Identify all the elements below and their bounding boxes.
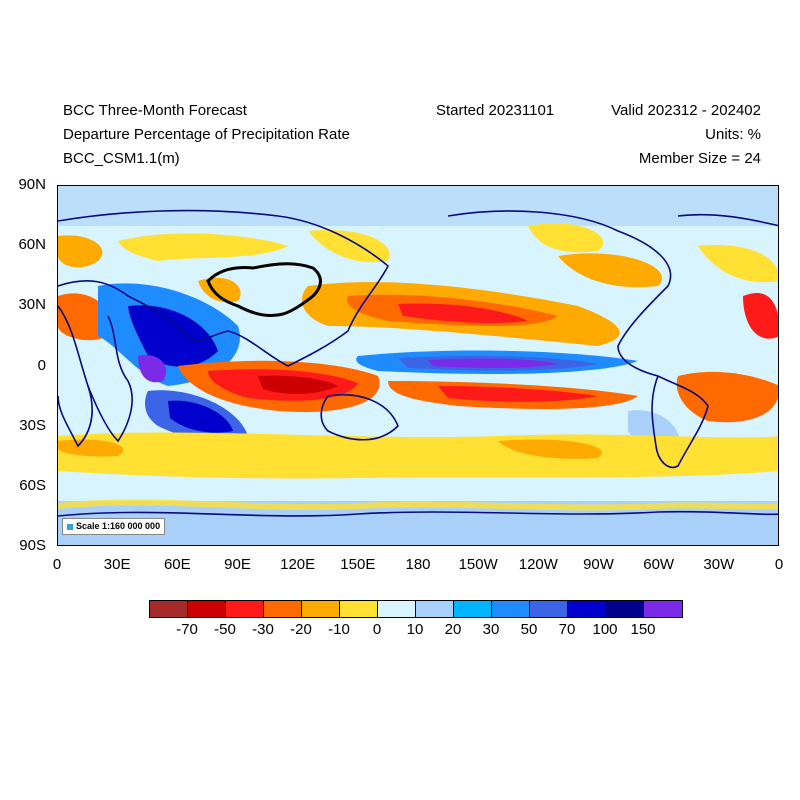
colorbar-label: 70 (558, 621, 576, 638)
field-dry-siberia (308, 230, 390, 263)
lon-label: 0 (774, 556, 784, 573)
lat-label: 90N (18, 176, 46, 193)
colorbar-label: 30 (482, 621, 500, 638)
lon-label: 120E (280, 556, 316, 573)
colorbar-swatch (340, 601, 378, 617)
lat-label: 60S (19, 476, 46, 494)
member-size-label: Member Size = 24 (638, 150, 761, 167)
colorbar-label: 0 (372, 621, 382, 638)
china-border (206, 262, 322, 318)
field-dry-so-west (58, 439, 124, 457)
precipitation-anomaly-map (57, 185, 779, 546)
model-label: BCC_CSM1.1(m) (63, 150, 180, 167)
field-dry-so-pacific (498, 439, 602, 459)
colorbar-swatch (416, 601, 454, 617)
colorbar-swatch (226, 601, 264, 617)
start-date-label: Started 20231101 (436, 102, 555, 119)
field-dry-natl-east (743, 292, 778, 339)
field-dry-maritime-max (258, 375, 338, 394)
anomaly-fields (58, 186, 778, 545)
field-dry-na-east (698, 245, 778, 283)
map-scale-text: Scale 1:160 000 000 (76, 521, 161, 531)
variable-label: Departure Percentage of Precipitation Ra… (63, 126, 350, 143)
lon-label: 30E (103, 556, 131, 573)
colorbar-swatch (264, 601, 302, 617)
field-dry-na (558, 253, 662, 288)
lon-label: 60W (643, 556, 675, 573)
colorbar-label: -30 (252, 621, 274, 638)
lat-label: 30N (18, 296, 46, 314)
coast-australia (320, 394, 399, 441)
coast-antarctica (58, 510, 778, 517)
coast-greenland (677, 213, 778, 227)
colorbar-label: 150 (630, 621, 656, 638)
field-wet-eq-pacific-max (428, 358, 558, 369)
field-wet-sio-core (168, 400, 233, 433)
colorbar-swatch (378, 601, 416, 617)
colorbar-label: 10 (406, 621, 424, 638)
lon-label: 0 (52, 556, 62, 573)
field-dry-atlantic-n (58, 235, 103, 268)
lat-label: 30S (19, 416, 46, 434)
colorbar-swatch (644, 601, 682, 617)
coast-eurasia (58, 209, 389, 367)
colorbar-swatch (530, 601, 568, 617)
colorbar-swatch (454, 601, 492, 617)
field-dry-spac-core (438, 386, 598, 402)
lon-label: 90E (224, 556, 251, 573)
colorbar-label: 100 (592, 621, 618, 638)
field-wet-arabian-sea (138, 355, 167, 383)
colorbar-label: -50 (214, 621, 236, 638)
colorbar-label: 50 (520, 621, 538, 638)
colorbar-label: 20 (444, 621, 462, 638)
coastlines (58, 209, 778, 517)
colorbar-swatch (492, 601, 530, 617)
coast-africa-west (58, 305, 93, 448)
lon-label: 150W (458, 556, 498, 573)
valid-period-label: Valid 202312 - 202402 (611, 102, 761, 119)
colorbar-swatch (568, 601, 606, 617)
scale-swatch (67, 523, 73, 530)
lat-label: 60N (18, 236, 46, 254)
lon-label: 180 (405, 556, 431, 573)
colorbar (149, 600, 683, 618)
lon-label: 120W (518, 556, 558, 573)
coast-africa-east (87, 315, 133, 443)
colorbar-label: -10 (328, 621, 350, 638)
colorbar-label: -20 (290, 621, 312, 638)
field-antarctica (58, 501, 778, 545)
field-antarctic-margin (58, 499, 778, 511)
lat-label: 0 (37, 356, 46, 374)
field-dry-southern-ocean (58, 432, 778, 479)
field-dry-sam (676, 371, 778, 423)
colorbar-swatch (606, 601, 644, 617)
lat-label: 90S (19, 537, 46, 554)
colorbar-swatch (302, 601, 340, 617)
map-scale: Scale 1:160 000 000 (62, 518, 166, 535)
lon-label: 150E (340, 556, 376, 573)
map-canvas (58, 186, 778, 545)
colorbar-swatch (150, 601, 188, 617)
coast-south-america (651, 375, 709, 468)
coast-north-america (447, 210, 672, 377)
field-dry-alaska (528, 223, 604, 253)
units-label: Units: % (705, 126, 761, 143)
lon-label: 60E (163, 556, 191, 573)
colorbar-label: -70 (176, 621, 198, 638)
field-dry-npac-max (398, 303, 528, 324)
field-dry-eurasia (118, 233, 288, 261)
field-wet-india-core (128, 305, 218, 367)
field-dry-natl (58, 293, 110, 341)
field-arctic (58, 186, 778, 226)
lon-label: 30W (703, 556, 735, 573)
chart-title: BCC Three-Month Forecast (63, 102, 247, 119)
colorbar-swatch (188, 601, 226, 617)
lon-label: 90W (583, 556, 614, 573)
